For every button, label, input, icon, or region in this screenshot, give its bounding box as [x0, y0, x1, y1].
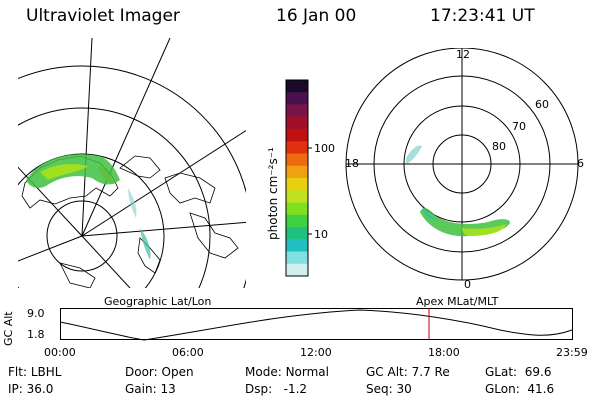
colorbar-stripe	[286, 202, 308, 216]
mlat-label-70: 70	[512, 120, 526, 133]
info-ip: IP: 36.0	[8, 382, 54, 396]
mlat-label-80: 80	[492, 140, 506, 153]
colorbar-stripe	[286, 104, 308, 118]
date-label: 16 Jan 00	[276, 6, 357, 26]
timeline-ymin: 1.8	[27, 328, 45, 341]
colorbar-stripe	[286, 190, 308, 203]
altitude-timeline	[60, 308, 573, 341]
left-map-caption: Geographic Lat/Lon	[104, 295, 212, 308]
info-door: Door: Open	[125, 365, 194, 379]
timeline-x-2359: 23:59	[556, 346, 588, 359]
colorbar-stripe	[286, 214, 308, 228]
colorbar-tick-10: 10	[314, 228, 328, 241]
mlt-label-12: 12	[456, 48, 470, 61]
colorbar-stripe	[286, 165, 308, 179]
colorbar-stripe	[286, 263, 308, 277]
timeline-x-0600: 06:00	[172, 346, 204, 359]
magnetic-polar-map	[345, 48, 579, 281]
timeline-x-1800: 18:00	[428, 346, 460, 359]
info-mode: Mode: Normal	[245, 365, 329, 379]
geographic-map	[18, 38, 246, 288]
colorbar-stripe	[286, 239, 308, 252]
info-seq: Seq: 30	[366, 382, 412, 396]
info-glon: GLon: 41.6	[485, 382, 555, 396]
info-glat: GLat: 69.6	[485, 365, 552, 379]
colorbar-unit-label: photon cm⁻²s⁻¹	[266, 147, 280, 240]
colorbar-stripe	[286, 178, 308, 191]
timeline-axis-label: GC Alt	[2, 311, 15, 346]
time-label: 17:23:41 UT	[430, 6, 535, 26]
mlt-label-6: 6	[577, 157, 584, 170]
colorbar-stripe	[286, 80, 308, 93]
right-map-caption: Apex MLat/MLT	[416, 295, 499, 308]
mlat-label-60: 60	[535, 98, 549, 111]
colorbar-stripe	[286, 92, 308, 105]
timeline-x-1200: 12:00	[300, 346, 332, 359]
info-gc-alt: GC Alt: 7.7 Re	[366, 365, 450, 379]
mlt-label-18: 18	[345, 157, 359, 170]
mlt-label-0: 0	[464, 278, 471, 291]
info-dsp: Dsp: -1.2	[245, 382, 308, 396]
colorbar-stripe	[286, 153, 308, 167]
colorbar-tick-100: 100	[314, 142, 335, 155]
info-gain: Gain: 13	[125, 382, 176, 396]
colorbar-stripe	[286, 141, 308, 154]
info-flt: Flt: LBHL	[8, 365, 62, 379]
instrument-title: Ultraviolet Imager	[26, 6, 180, 26]
timeline-ymax: 9.0	[27, 307, 45, 320]
colorbar	[285, 79, 312, 277]
colorbar-stripe	[286, 116, 308, 130]
colorbar-stripe	[286, 251, 308, 265]
colorbar-stripe	[286, 129, 308, 142]
colorbar-stripe	[286, 227, 308, 240]
timeline-x-0000: 00:00	[44, 346, 76, 359]
